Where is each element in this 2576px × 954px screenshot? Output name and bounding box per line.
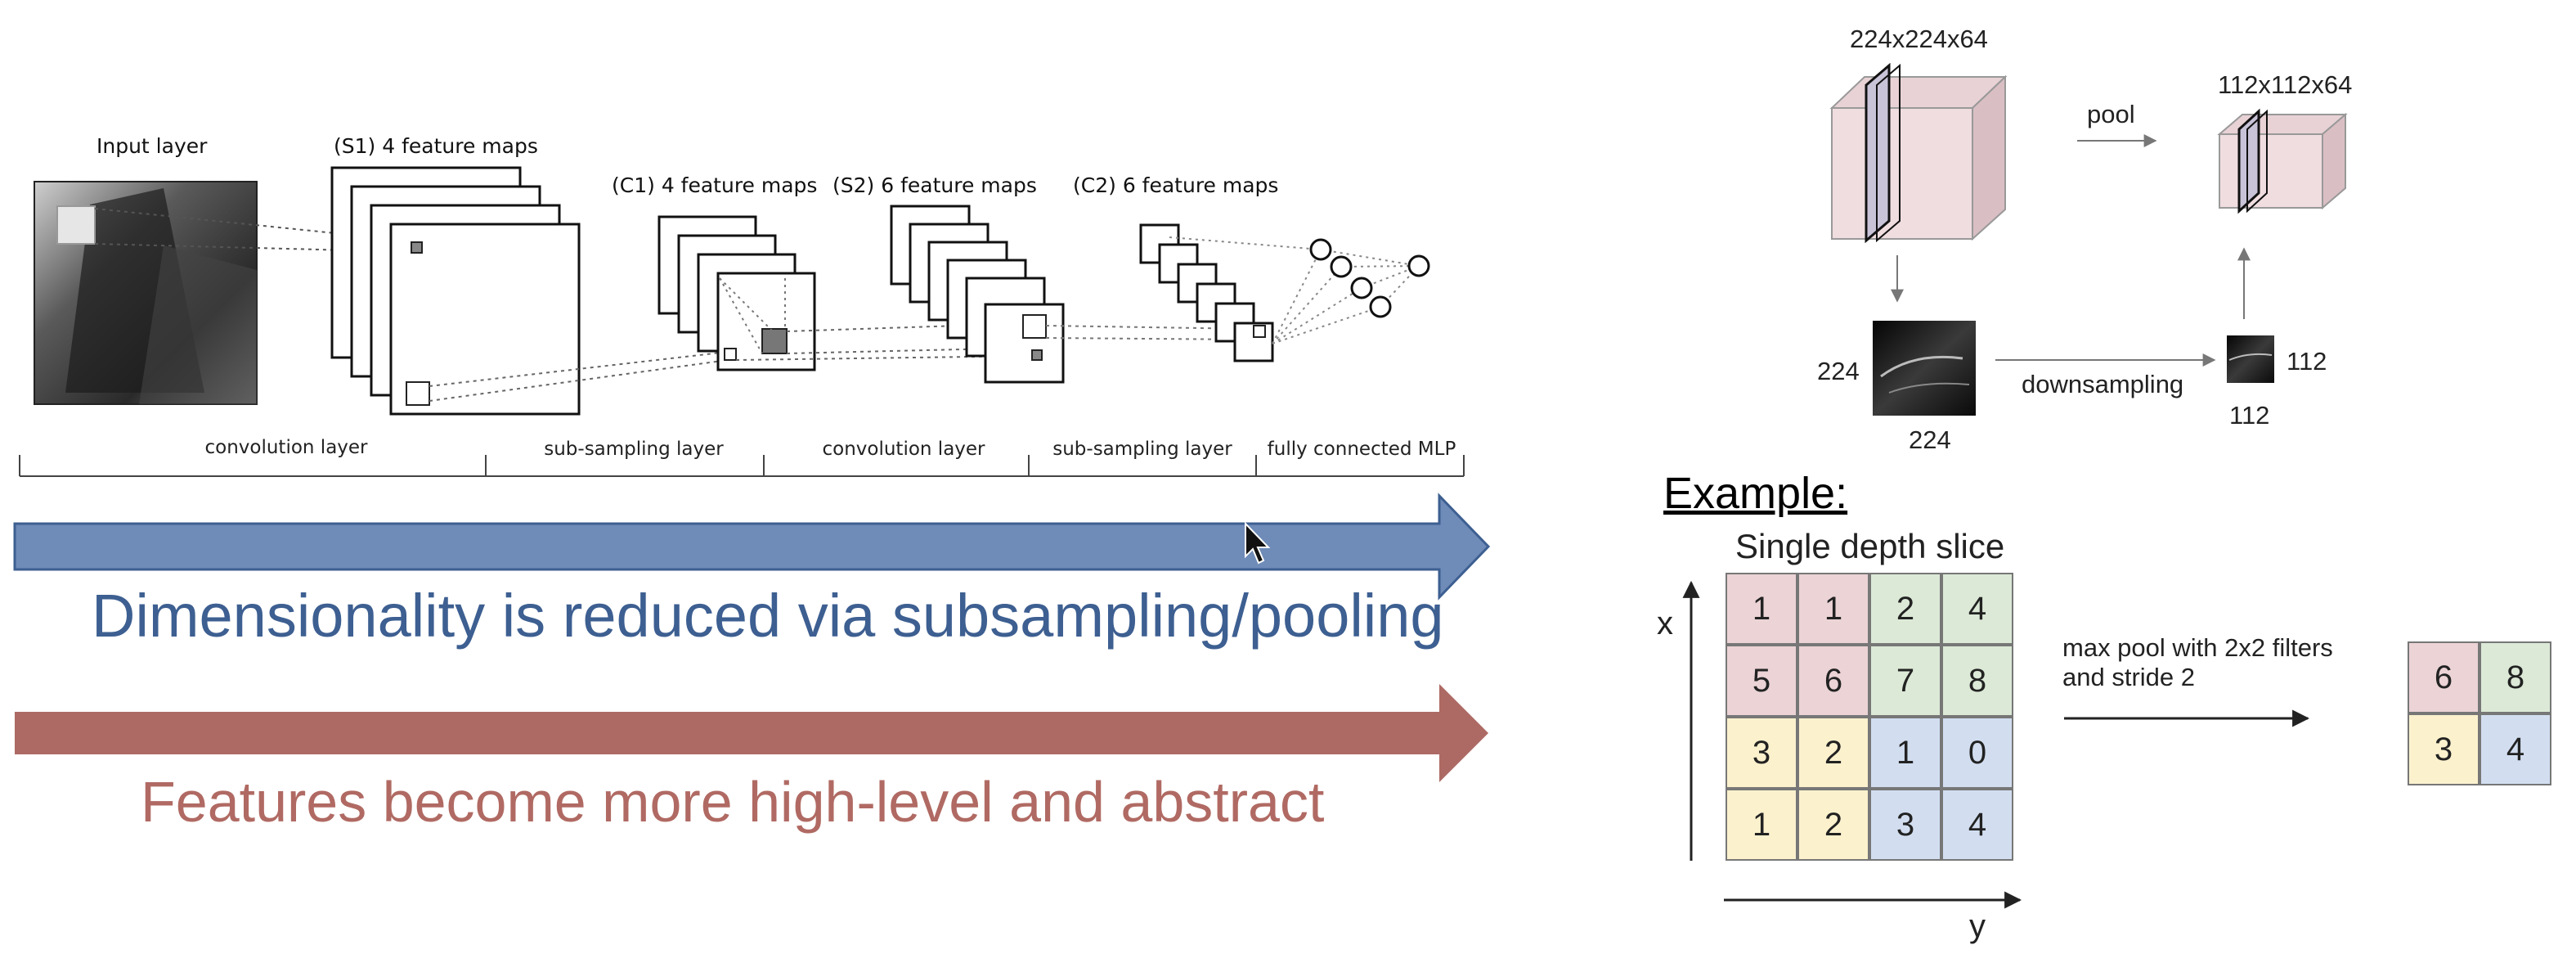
- c1-small-mark: [724, 348, 737, 361]
- mlp-neurons: [1309, 238, 1430, 318]
- large-bottom-label: 224: [1909, 425, 1951, 454]
- output-cell: 6: [2408, 641, 2480, 713]
- grid-cell: 0: [1941, 717, 2013, 789]
- s2-small-mark: [1031, 349, 1043, 361]
- output-cell: 3: [2408, 713, 2480, 785]
- grid-cell: 1: [1797, 573, 1869, 645]
- grid-cell: 1: [1726, 573, 1797, 645]
- grid-cell: 1: [1869, 717, 1941, 789]
- c2-feature-maps: [1139, 223, 1274, 362]
- example-axes: [1682, 580, 2310, 909]
- maxpool-caption-line1: max pool with 2x2 filters: [2062, 633, 2333, 662]
- input-image: [34, 181, 258, 405]
- input-size-label: 224x224x64: [1850, 25, 1988, 53]
- c2-pool-window: [1253, 325, 1266, 338]
- input-layer-label: Input layer: [96, 134, 208, 158]
- segment-mlp: fully connected MLP: [1267, 439, 1456, 460]
- segment-subsampling-1: sub-sampling layer: [544, 439, 724, 460]
- layer-bracket-axis: [19, 455, 1465, 477]
- s1-kernel-mark: [411, 241, 423, 254]
- grid-cell: 5: [1726, 645, 1797, 717]
- small-side-label: 112: [2287, 347, 2327, 376]
- s1-label: (S1) 4 feature maps: [334, 134, 538, 158]
- s1-pool-window: [406, 381, 430, 406]
- output-volume: [2217, 108, 2348, 214]
- connection-lines-c1-s2: [735, 322, 1035, 361]
- segment-subsampling-2: sub-sampling layer: [1052, 439, 1232, 460]
- c1-feature-maps: [657, 215, 816, 371]
- red-arrow-text: Features become more high-level and abst…: [141, 770, 1325, 834]
- grid-cell: 6: [1797, 645, 1869, 717]
- slice-label: Single depth slice: [1735, 527, 2005, 565]
- grid-cell: 3: [1869, 789, 1941, 861]
- pool-label: pool: [2087, 100, 2135, 128]
- connection-lines-s1-c1: [429, 351, 729, 402]
- activation-image-large: [1873, 321, 1976, 416]
- activation-image-small: [2227, 335, 2274, 383]
- x-axis-label: x: [1657, 605, 1673, 641]
- blue-arrow-text: Dimensionality is reduced via subsamplin…: [92, 582, 1444, 650]
- maxpool-caption-line2: and stride 2: [2062, 663, 2195, 691]
- grid-cell: 2: [1869, 573, 1941, 645]
- output-cell: 4: [2480, 713, 2551, 785]
- mouse-cursor: [1245, 521, 1271, 565]
- s2-pool-window: [1022, 314, 1047, 339]
- connection-lines-c1-internal: [719, 277, 786, 354]
- grid-cell: 3: [1726, 717, 1797, 789]
- input-volume: [1829, 62, 2008, 244]
- grid-cell: 4: [1941, 789, 2013, 861]
- grid-cell: 1: [1726, 789, 1797, 861]
- s2-label: (S2) 6 feature maps: [832, 173, 1037, 197]
- output-cell: 8: [2480, 641, 2551, 713]
- output-grid: 6 8 3 4: [2408, 641, 2555, 789]
- y-axis-label: y: [1969, 908, 1986, 944]
- c2-label: (C2) 6 feature maps: [1073, 173, 1279, 197]
- red-arrow: [15, 684, 1488, 782]
- example-title: Example:: [1663, 469, 1848, 518]
- c1-label: (C1) 4 feature maps: [612, 173, 818, 197]
- grid-cell: 2: [1797, 717, 1869, 789]
- small-bottom-label: 112: [2229, 401, 2270, 430]
- segment-convolution-1: convolution layer: [204, 437, 368, 458]
- downsampling-label: downsampling: [2022, 370, 2184, 398]
- grid-cell: 4: [1941, 573, 2013, 645]
- segment-convolution-2: convolution layer: [822, 439, 985, 460]
- input-grid: 1 1 2 4 5 6 7 8 3 2 1 0 1 2 3 4: [1726, 573, 2020, 867]
- grid-cell: 7: [1869, 645, 1941, 717]
- grid-cell: 8: [1941, 645, 2013, 717]
- output-size-label: 112x112x64: [2218, 70, 2353, 99]
- large-side-label: 224: [1817, 357, 1860, 385]
- c1-kernel-mark: [761, 328, 788, 354]
- s1-feature-maps: [330, 166, 581, 416]
- blue-arrow: [13, 493, 1491, 601]
- grid-cell: 2: [1797, 789, 1869, 861]
- pool-arrows: [1891, 134, 2251, 367]
